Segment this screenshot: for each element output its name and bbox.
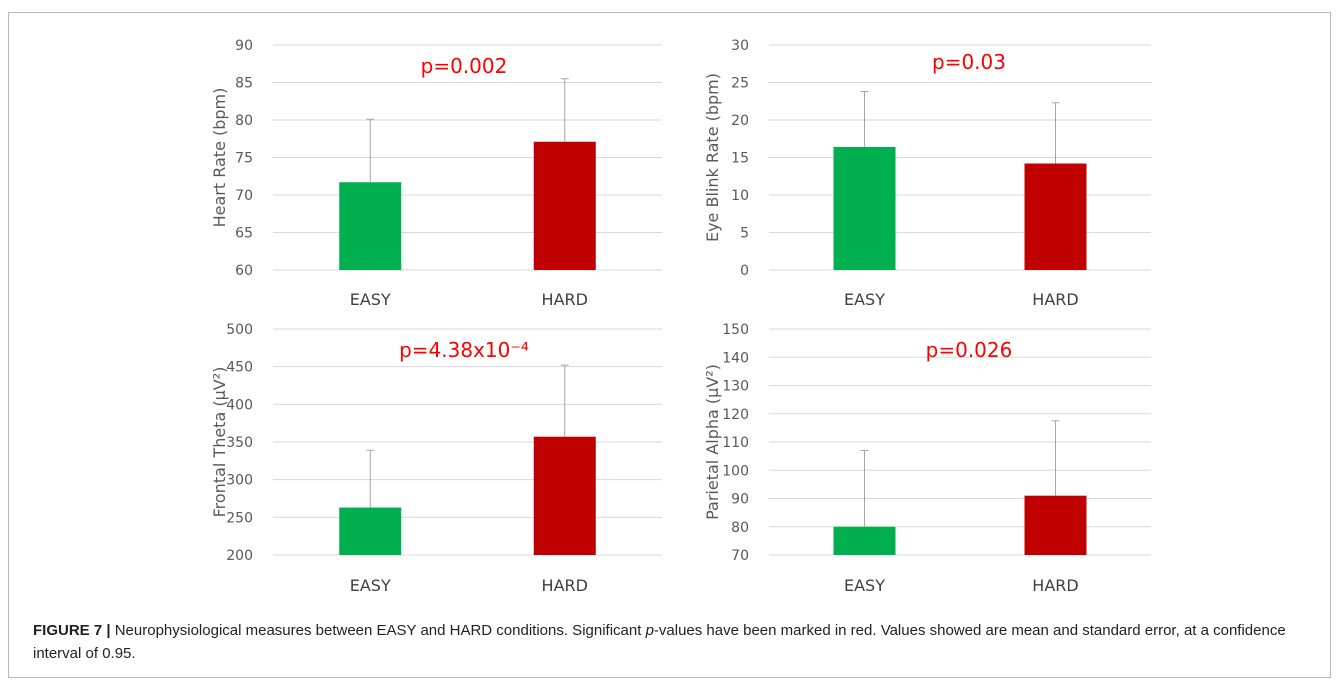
- bar-easy: [339, 507, 402, 555]
- bar-hard: [1024, 163, 1087, 270]
- caption-text-2: -values have been marked in red. Values …: [33, 622, 1286, 662]
- y-tick-label: 400: [226, 397, 253, 413]
- charts-canvas: 60 65 70 75 80 85 90 EASY HARD Heart Rate (bpm) p=…: [210, 38, 1151, 595]
- category-label: HARD: [542, 576, 588, 595]
- y-tick-label: 70: [731, 548, 749, 564]
- y-axis-title: Parietal Alpha (µV²): [703, 364, 722, 520]
- y-tick-label: 80: [731, 520, 749, 536]
- p-value-annotation: p=0.03: [932, 50, 1006, 74]
- category-label: HARD: [1032, 290, 1078, 309]
- bar-easy: [339, 182, 402, 270]
- y-tick-label: 110: [722, 435, 749, 451]
- y-axis-title: Frontal Theta (µV²): [210, 367, 229, 518]
- y-tick-label: 130: [722, 379, 749, 395]
- category-label: HARD: [542, 290, 588, 309]
- y-tick-label: 450: [226, 360, 253, 376]
- figure-frame: 60 65 70 75 80 85 90 EASY HARD Heart Rate (bpm) p=…: [8, 12, 1331, 678]
- y-tick-label: 120: [722, 407, 749, 423]
- y-axis-title: Eye Blink Rate (bpm): [703, 73, 722, 242]
- y-tick-label: 250: [226, 510, 253, 526]
- p-value-annotation: p=0.002: [421, 54, 508, 78]
- caption-label: FIGURE 7 |: [33, 622, 111, 639]
- y-tick-label: 140: [722, 350, 749, 366]
- category-label: EASY: [350, 576, 391, 595]
- p-value-annotation: p=4.38x10⁻⁴: [399, 338, 529, 362]
- bar-hard: [1024, 495, 1087, 555]
- y-tick-label: 15: [731, 151, 749, 167]
- y-tick-label: 0: [740, 263, 749, 279]
- y-tick-label: 200: [226, 548, 253, 564]
- y-tick-label: 30: [731, 38, 749, 54]
- bar-easy: [833, 147, 896, 270]
- category-label: EASY: [844, 290, 885, 309]
- y-tick-label: 10: [731, 188, 749, 204]
- y-tick-label: 65: [235, 226, 253, 242]
- y-tick-label: 350: [226, 435, 253, 451]
- y-tick-label: 25: [731, 76, 749, 92]
- y-tick-label: 100: [722, 463, 749, 479]
- y-tick-label: 60: [235, 263, 253, 279]
- y-tick-label: 70: [235, 188, 253, 204]
- y-tick-label: 90: [235, 38, 253, 54]
- category-label: EASY: [844, 576, 885, 595]
- y-tick-label: 500: [226, 322, 253, 338]
- category-label: EASY: [350, 290, 391, 309]
- figure-caption: FIGURE 7 | Neurophysiological measures b…: [33, 619, 1323, 665]
- y-axis-title: Heart Rate (bpm): [210, 88, 229, 228]
- bar-easy: [833, 526, 896, 555]
- y-tick-label: 90: [731, 492, 749, 508]
- bar-hard: [533, 141, 596, 270]
- p-value-annotation: p=0.026: [926, 338, 1013, 362]
- caption-p-italic: p: [645, 622, 654, 639]
- y-tick-label: 150: [722, 322, 749, 338]
- y-tick-label: 80: [235, 113, 253, 129]
- y-tick-label: 85: [235, 76, 253, 92]
- caption-text-1: Neurophysiological measures between EASY…: [110, 622, 646, 639]
- category-label: HARD: [1032, 576, 1078, 595]
- y-tick-label: 20: [731, 113, 749, 129]
- y-tick-label: 75: [235, 151, 253, 167]
- bar-hard: [533, 436, 596, 555]
- y-tick-label: 5: [740, 226, 749, 242]
- y-tick-label: 300: [226, 473, 253, 489]
